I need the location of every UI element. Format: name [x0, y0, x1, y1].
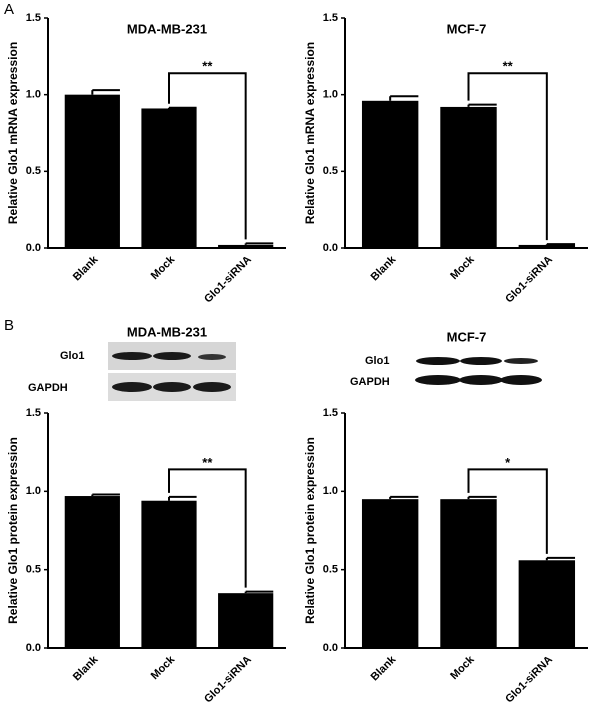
bar: [440, 499, 497, 648]
x-tick-label: Blank: [369, 653, 399, 683]
panel-label: A: [4, 1, 14, 18]
error-bar: [168, 106, 197, 109]
y-axis-label: Relative Glo1 protein expression: [6, 437, 20, 624]
y-tick-label: 1.5: [323, 407, 338, 419]
chart-title: MDA-MB-231: [127, 21, 207, 36]
x-tick-label: Mock: [149, 253, 178, 282]
blot-band: [504, 358, 538, 364]
blot-band: [198, 354, 226, 360]
y-tick-label: 0.0: [26, 642, 41, 654]
significance-label: **: [202, 59, 213, 74]
x-tick-label: Glo1-siRNA: [503, 654, 555, 706]
bar: [518, 560, 576, 648]
significance-bracket: [168, 72, 247, 240]
x-tick-label: Blank: [369, 253, 399, 283]
error-bar: [467, 103, 497, 107]
error-bar: [91, 493, 120, 497]
x-tick-label: Mock: [149, 653, 178, 682]
x-tick-label: Mock: [448, 253, 477, 282]
x-tick-label: Blank: [71, 253, 101, 283]
blot-label: GAPDH: [350, 376, 390, 388]
significance-label: **: [503, 59, 514, 74]
x-tick-label: Glo1-siRNA: [503, 254, 555, 306]
error-bar: [389, 495, 419, 500]
significance-bracket: [168, 468, 247, 588]
blot-band: [193, 382, 231, 392]
blot-right: [415, 357, 542, 385]
y-tick-label: 1.5: [26, 12, 41, 24]
y-tick-label: 1.0: [26, 485, 41, 497]
error-bar: [91, 89, 120, 95]
y-tick-label: 1.5: [323, 12, 338, 24]
error-bar: [467, 495, 497, 500]
blot-band: [459, 375, 503, 385]
blot-band: [112, 352, 152, 360]
y-tick-label: 1.0: [323, 485, 338, 497]
error-bar: [244, 242, 274, 245]
bar: [64, 496, 120, 648]
chart-title: MCF-7: [447, 21, 487, 36]
y-tick-label: 0.5: [26, 165, 41, 177]
y-axis-label: Relative Glo1 protein expression: [303, 437, 317, 624]
blot-band: [500, 375, 542, 385]
significance-label: *: [505, 455, 511, 470]
significance-label: **: [202, 455, 213, 470]
y-tick-label: 1.5: [26, 407, 41, 419]
error-bar: [168, 495, 197, 501]
x-tick-label: Glo1-siRNA: [202, 654, 254, 706]
bar: [518, 244, 576, 248]
blot-band: [153, 352, 191, 360]
bar: [218, 593, 274, 648]
y-tick-label: 0.5: [26, 564, 41, 576]
x-tick-label: Mock: [448, 653, 477, 682]
significance-bracket: [467, 72, 548, 241]
error-bar: [545, 243, 576, 246]
x-tick-label: Blank: [71, 653, 101, 683]
panel-label: B: [4, 317, 14, 334]
bar: [141, 500, 197, 648]
bar: [440, 106, 497, 248]
axes: [47, 413, 286, 649]
blot-label: GAPDH: [28, 382, 68, 394]
y-tick-label: 1.0: [323, 89, 338, 101]
y-tick-label: 0.0: [26, 242, 41, 254]
blot-label: Glo1: [60, 350, 84, 362]
error-bar: [389, 95, 419, 101]
bar: [218, 244, 274, 248]
blot-band: [153, 382, 191, 392]
bar: [361, 100, 419, 248]
bar: [361, 499, 419, 648]
blot-left: [108, 342, 236, 401]
error-bar: [244, 590, 274, 594]
blot-band: [416, 357, 460, 365]
blot-band: [112, 382, 152, 392]
axes: [344, 413, 588, 649]
bar: [64, 94, 120, 249]
y-axis-label: Relative Glo1 mRNA expression: [6, 42, 20, 224]
axes: [47, 18, 286, 249]
y-tick-label: 0.0: [323, 242, 338, 254]
bar: [141, 108, 197, 248]
error-bar: [545, 556, 576, 561]
y-tick-label: 1.0: [26, 89, 41, 101]
blot-band: [415, 375, 461, 385]
y-tick-label: 0.5: [323, 165, 338, 177]
y-tick-label: 0.0: [323, 642, 338, 654]
y-tick-label: 0.5: [323, 564, 338, 576]
x-tick-label: Glo1-siRNA: [202, 254, 254, 306]
blot-label: Glo1: [365, 355, 389, 367]
blot-band: [460, 357, 502, 365]
significance-bracket: [467, 468, 548, 554]
y-axis-label: Relative Glo1 mRNA expression: [303, 42, 317, 224]
chart-title: MDA-MB-231: [127, 324, 207, 339]
chart-title: MCF-7: [447, 329, 487, 344]
axes: [344, 18, 588, 249]
